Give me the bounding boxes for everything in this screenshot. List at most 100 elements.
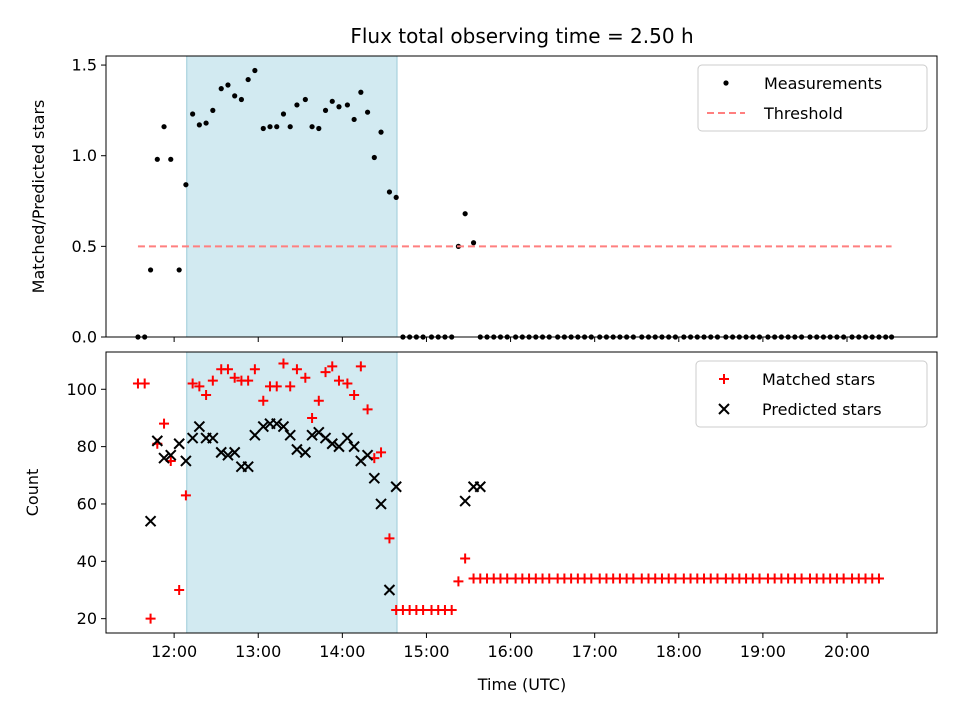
data-point <box>460 553 471 564</box>
data-point <box>242 460 254 473</box>
data-point <box>222 364 233 375</box>
data-point <box>306 429 318 441</box>
data-point <box>316 125 322 132</box>
data-point <box>165 449 177 461</box>
data-point <box>302 96 308 103</box>
data-point <box>287 124 293 130</box>
data-point <box>838 573 849 584</box>
data-point <box>336 104 342 110</box>
legend-marker <box>719 374 729 384</box>
panel-bottom: 20 40 60 80 100 12:00 13:00 14:00 15:00 16:00 17:0… <box>23 351 938 661</box>
data-point <box>376 447 387 458</box>
data-point <box>194 381 205 392</box>
data-point <box>249 364 260 375</box>
data-point <box>186 432 199 444</box>
data-point <box>267 124 273 130</box>
data-point <box>294 102 300 108</box>
data-point <box>320 367 331 378</box>
data-point <box>207 432 219 444</box>
data-point <box>418 605 429 616</box>
data-point <box>544 573 555 584</box>
data-point <box>586 573 597 584</box>
data-point <box>187 378 198 389</box>
data-point <box>180 490 191 501</box>
data-point <box>326 438 338 450</box>
data-point <box>285 381 296 392</box>
data-point <box>278 358 289 369</box>
x-tick-label: 14:00 <box>319 642 365 661</box>
data-point <box>378 129 384 135</box>
data-point <box>313 395 324 406</box>
data-point <box>390 481 402 493</box>
data-point <box>344 102 350 108</box>
data-point <box>207 375 218 386</box>
data-point <box>225 82 231 88</box>
data-point <box>190 111 196 117</box>
data-point <box>144 515 157 527</box>
x-tick-label: 12:00 <box>151 642 197 661</box>
data-point <box>453 576 464 587</box>
data-point <box>183 182 189 188</box>
data-point <box>218 86 224 92</box>
data-point <box>364 109 371 115</box>
data-point <box>176 267 182 273</box>
y-tick-label: 0.5 <box>72 237 97 256</box>
x-tick-label: 15:00 <box>403 642 449 661</box>
data-point <box>349 390 360 401</box>
data-point <box>348 440 360 453</box>
data-point <box>174 584 185 595</box>
data-point <box>384 533 395 544</box>
data-point <box>201 390 212 401</box>
data-point <box>446 605 457 616</box>
data-point <box>355 361 366 372</box>
legend-label: Matched stars <box>762 370 875 389</box>
data-point <box>180 455 192 467</box>
data-point <box>502 573 513 584</box>
data-point <box>375 498 387 510</box>
data-point <box>670 573 681 584</box>
data-point <box>277 420 290 433</box>
data-point <box>342 378 353 389</box>
data-point <box>161 124 167 130</box>
data-point <box>222 449 234 461</box>
data-point <box>361 449 374 461</box>
data-point <box>245 76 251 83</box>
data-point <box>329 98 335 104</box>
data-point <box>215 446 227 459</box>
x-tick-label: 20:00 <box>824 642 870 661</box>
data-point <box>291 443 303 456</box>
data-point <box>193 420 206 433</box>
data-point <box>628 573 639 584</box>
data-point <box>327 361 338 372</box>
chart-title: Flux total observing time = 2.50 h <box>350 24 693 48</box>
data-point <box>299 446 312 459</box>
y-tick-label: 20 <box>77 609 97 628</box>
data-point <box>252 67 258 74</box>
data-point <box>383 584 396 596</box>
data-point <box>232 93 238 99</box>
data-point <box>168 156 174 162</box>
data-point <box>393 194 399 201</box>
data-point <box>173 438 185 450</box>
data-point <box>333 375 344 386</box>
data-point <box>371 154 377 161</box>
data-point <box>238 96 245 103</box>
legend-label: Predicted stars <box>762 400 882 419</box>
data-point <box>249 429 261 441</box>
y-axis-label: Count <box>23 469 42 517</box>
data-point <box>474 481 486 493</box>
data-point <box>257 420 269 433</box>
data-point <box>362 404 373 415</box>
data-point <box>333 440 345 453</box>
data-point <box>351 116 357 123</box>
legend-marker <box>718 403 730 415</box>
data-point <box>386 189 393 195</box>
data-point <box>258 395 269 406</box>
data-point <box>470 240 477 246</box>
y-tick-label: 60 <box>77 494 97 513</box>
data-point <box>284 429 296 441</box>
x-tick-label: 16:00 <box>488 642 534 661</box>
legend-label: Measurements <box>764 74 882 93</box>
highlight-span <box>186 351 398 634</box>
data-point <box>309 124 315 130</box>
